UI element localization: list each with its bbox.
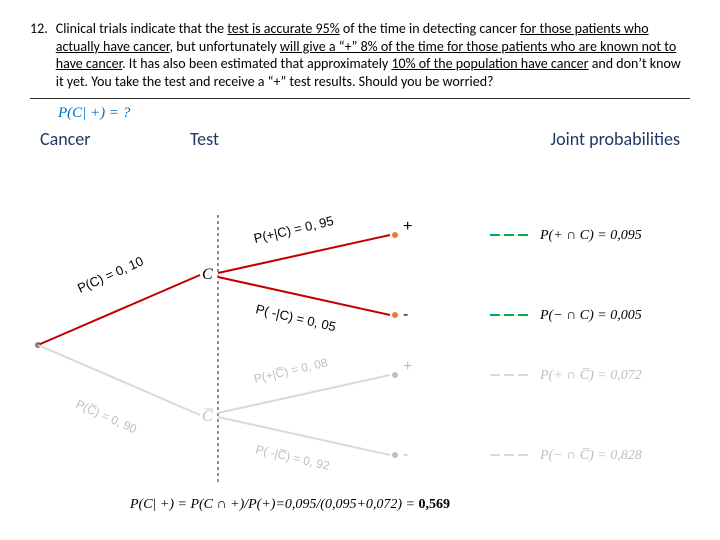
qt-p4: . It has also been estimated that approx… (122, 55, 391, 72)
branch-minus-c (218, 277, 390, 315)
branch-plus-c (218, 235, 390, 273)
col-joint: Joint probabilities (390, 128, 690, 150)
col-cancer: Cancer (40, 128, 190, 150)
qt-p3: , but unfortunately (170, 38, 280, 55)
joint-3: P(+ ∩ C̅) = 0,072 (539, 368, 642, 383)
label-minus-c: P( -|C) = 0, 05 (254, 301, 337, 334)
probability-tree: P(C) = 0, 10 P(C̅) = 0, 90 C C̅ P(+|C) =… (20, 215, 700, 500)
label-pc: P(C) = 0, 10 (75, 253, 145, 295)
leaf-1-dot (392, 232, 398, 238)
joint-2: P(− ∩ C) = 0,005 (539, 308, 642, 323)
question-number: 12. (30, 20, 48, 90)
qt-u4: 10% of the population have cancer (391, 55, 588, 72)
leaf-4-dot (392, 452, 398, 458)
question-text: Clinical trials indicate that the test i… (56, 20, 690, 90)
leaf-2-sign: - (403, 306, 408, 323)
final-eq-prefix: P(C| +) = P(C ∩ +)/P(+)=0,095/(0,095+0,0… (130, 497, 419, 512)
leaf-4-sign: - (403, 446, 408, 463)
leaf-2-dot (392, 312, 398, 318)
leaf-3-dot (392, 372, 398, 378)
final-equation: P(C| +) = P(C ∩ +)/P(+)=0,095/(0,095+0,0… (130, 497, 450, 513)
separator-line (30, 98, 690, 99)
branch-pc (38, 275, 200, 345)
joint-4: P(− ∩ C̅) = 0,828 (539, 448, 642, 463)
label-minus-cbar: P( -|C̅) = 0, 92 (254, 442, 331, 473)
branch-pcbar (38, 345, 200, 415)
posed-equation: P(C| +) = ? (58, 105, 690, 122)
leaf-1-sign: + (403, 218, 412, 235)
label-plus-cbar: P(+|C̅) = 0, 08 (253, 355, 330, 386)
joint-1: P(+ ∩ C) = 0,095 (539, 228, 642, 243)
leaf-3-sign: + (403, 358, 412, 375)
node-cbar: C̅ (202, 408, 213, 425)
label-pcbar: P(C̅) = 0, 90 (74, 397, 139, 436)
column-headers: Cancer Test Joint probabilities (40, 128, 690, 150)
label-plus-c: P(+|C) = 0, 95 (252, 215, 335, 246)
qt-p1: Clinical trials indicate that the (56, 20, 228, 37)
branch-minus-cbar (218, 417, 390, 455)
final-eq-result: 0,569 (419, 497, 451, 512)
node-c: C (202, 266, 213, 283)
qt-p2: of the time in detecting cancer (340, 20, 520, 37)
qt-u1: test is accurate 95% (227, 20, 339, 37)
col-test: Test (190, 128, 390, 150)
branch-plus-cbar (218, 375, 390, 413)
